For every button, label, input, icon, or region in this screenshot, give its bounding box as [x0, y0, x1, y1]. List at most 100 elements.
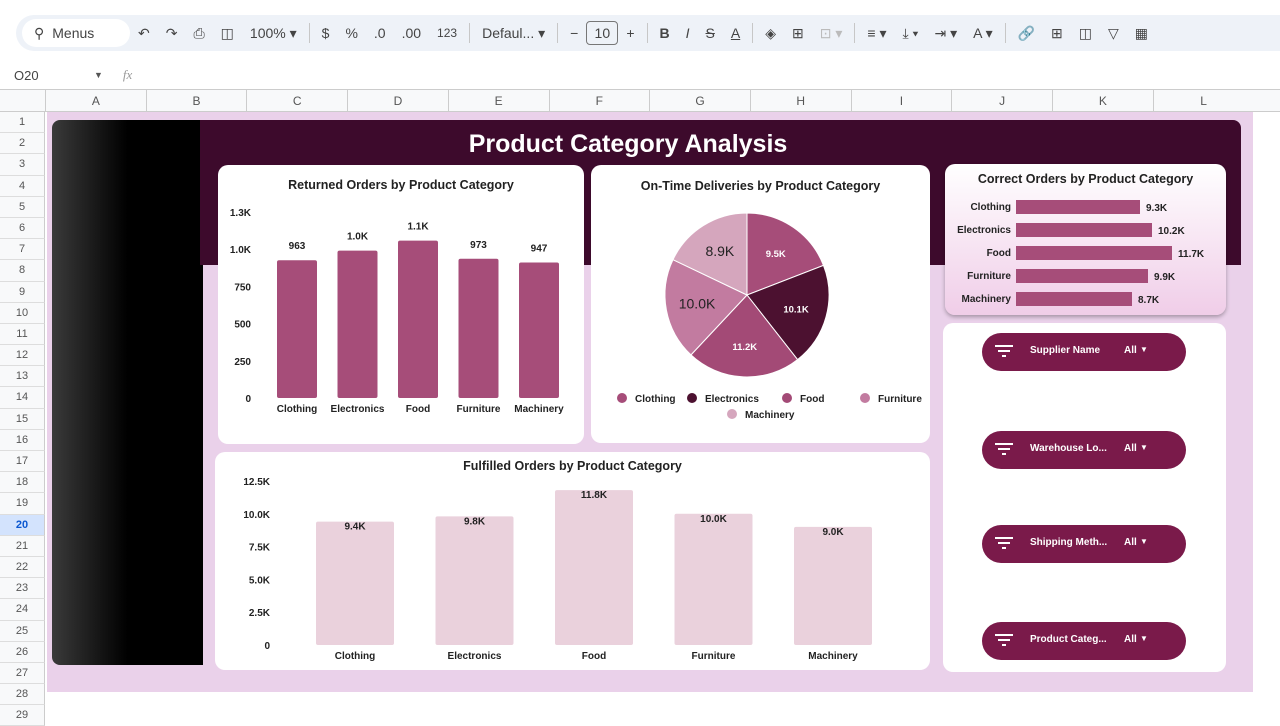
row-header[interactable]: 9	[0, 281, 45, 303]
filter-value: All	[1124, 443, 1137, 454]
italic-icon[interactable]: I	[685, 25, 690, 41]
chart-title: Correct Orders by Product Category	[977, 172, 1194, 186]
currency-button[interactable]: $	[321, 25, 330, 41]
name-box-dropdown-icon[interactable]: ▼	[94, 70, 103, 80]
row-header[interactable]: 8	[0, 260, 45, 282]
paint-format-icon[interactable]: ◫	[220, 24, 234, 41]
bar	[1016, 223, 1152, 237]
vertical-align-icon[interactable]: ⤓ ▾	[902, 24, 919, 41]
legend-marker	[860, 393, 870, 403]
row-header[interactable]: 14	[0, 387, 45, 409]
row-header[interactable]: 6	[0, 217, 45, 240]
pie-slice	[690, 294, 799, 378]
column-header[interactable]: H	[749, 90, 851, 112]
filter-label: Product Categ...	[1030, 634, 1107, 645]
align-icon[interactable]: ≡ ▾	[867, 24, 887, 41]
row-header[interactable]: 13	[0, 366, 45, 388]
filter-icon[interactable]: ▽	[1108, 24, 1119, 41]
row-header[interactable]: 26	[0, 641, 45, 663]
column-header[interactable]: D	[347, 90, 448, 112]
undo-icon[interactable]: ↶	[138, 24, 150, 41]
chart-icon[interactable]: ◫	[1078, 24, 1092, 41]
text-color-icon[interactable]: A	[730, 25, 741, 41]
y-tick-label: 2.5K	[249, 608, 271, 619]
row-header[interactable]: 18	[0, 472, 45, 494]
font-size-decrease[interactable]: −	[570, 25, 579, 41]
row-header[interactable]: 1	[0, 112, 45, 134]
column-header[interactable]: E	[447, 90, 549, 112]
borders-icon[interactable]: ⊞	[792, 24, 804, 41]
chevron-down-icon: ▼	[1140, 345, 1148, 354]
row-header[interactable]: 21	[0, 535, 45, 557]
zoom-select[interactable]: 100% ▾	[249, 24, 297, 41]
text-rotation-icon[interactable]: A ▾	[973, 24, 993, 41]
column-header[interactable]: K	[1052, 90, 1153, 112]
bar	[555, 490, 633, 645]
bold-icon[interactable]: B	[659, 25, 670, 41]
row-header[interactable]: 11	[0, 323, 45, 346]
column-header[interactable]: F	[548, 90, 650, 112]
data-label: 10.0K	[700, 514, 727, 525]
merge-cells-icon[interactable]: ⊡ ▾	[819, 24, 843, 41]
row-header[interactable]: 24	[0, 599, 45, 621]
menus-search[interactable]: ⚲ Menus	[22, 19, 130, 47]
font-select[interactable]: Defaul... ▾	[482, 24, 546, 41]
bar	[277, 260, 317, 398]
row-header[interactable]: 10	[0, 302, 45, 324]
row-header[interactable]: 16	[0, 429, 45, 451]
font-size-increase[interactable]: +	[626, 25, 635, 41]
returned-orders-card[interactable]: Returned Orders by Product Category 0 250…	[218, 165, 584, 444]
filter-dropdown[interactable]: Product Categ... All ▼	[982, 622, 1186, 660]
row-header[interactable]: 22	[0, 556, 45, 579]
filter-dropdown[interactable]: Warehouse Lo... All ▼	[982, 431, 1186, 469]
x-tick-label: Electronics	[331, 404, 385, 415]
row-header[interactable]: 20	[0, 514, 45, 536]
row-header[interactable]: 27	[0, 662, 45, 685]
bar	[316, 521, 394, 645]
row-header[interactable]: 7	[0, 239, 45, 261]
font-size-input[interactable]: 10	[586, 21, 619, 45]
on-time-deliveries-card[interactable]: On-Time Deliveries by Product Category 9…	[591, 165, 930, 443]
column-header[interactable]: G	[649, 90, 750, 112]
redo-icon[interactable]: ↷	[165, 24, 178, 41]
fulfilled-orders-card[interactable]: Fulfilled Orders by Product Category 0 2.…	[215, 452, 930, 670]
row-header[interactable]: 28	[0, 684, 45, 706]
column-header[interactable]: J	[951, 90, 1052, 112]
correct-orders-card[interactable]: Correct Orders by Product Category Cloth…	[945, 164, 1226, 315]
row-header[interactable]: 15	[0, 408, 45, 430]
chevron-down-icon: ▼	[1140, 537, 1148, 546]
print-icon[interactable]: ⎙	[193, 24, 205, 41]
percent-button[interactable]: %	[345, 25, 358, 41]
row-header[interactable]: 2	[0, 133, 45, 155]
row-header[interactable]: 4	[0, 175, 45, 197]
column-header[interactable]: L	[1152, 90, 1254, 112]
row-header[interactable]: 23	[0, 578, 45, 600]
fill-color-icon[interactable]: ◈	[765, 24, 776, 41]
column-header[interactable]: I	[850, 90, 952, 112]
y-tick-label: 750	[234, 282, 251, 293]
data-label: 11.7K	[1178, 249, 1205, 260]
decrease-decimal-button[interactable]: .0	[373, 25, 386, 41]
row-header[interactable]: 3	[0, 154, 45, 176]
bar	[674, 513, 753, 645]
increase-decimal-button[interactable]: .00	[401, 25, 422, 41]
column-header[interactable]: B	[145, 90, 247, 112]
row-header[interactable]: 17	[0, 451, 45, 473]
link-icon[interactable]: 🔗	[1017, 24, 1036, 41]
column-header[interactable]: C	[246, 90, 347, 112]
number-format-button[interactable]: 123	[437, 26, 458, 40]
x-tick-label: Machinery	[514, 404, 564, 415]
row-header[interactable]: 25	[0, 620, 45, 642]
name-box[interactable]: O20	[14, 67, 39, 83]
strikethrough-icon[interactable]: S	[705, 25, 715, 41]
text-wrap-icon[interactable]: ⇥ ▾	[934, 24, 958, 41]
filter-views-icon[interactable]: ▦	[1134, 24, 1149, 41]
y-tick-label: 0	[245, 394, 251, 405]
filter-dropdown[interactable]: Supplier Name All ▼	[982, 333, 1186, 371]
column-header[interactable]: A	[45, 90, 146, 112]
filter-dropdown[interactable]: Shipping Meth... All ▼	[982, 525, 1186, 563]
row-header[interactable]: 5	[0, 196, 45, 218]
row-header[interactable]: 19	[0, 493, 45, 515]
row-header[interactable]: 12	[0, 345, 45, 367]
comment-icon[interactable]: ⊞	[1051, 24, 1063, 41]
